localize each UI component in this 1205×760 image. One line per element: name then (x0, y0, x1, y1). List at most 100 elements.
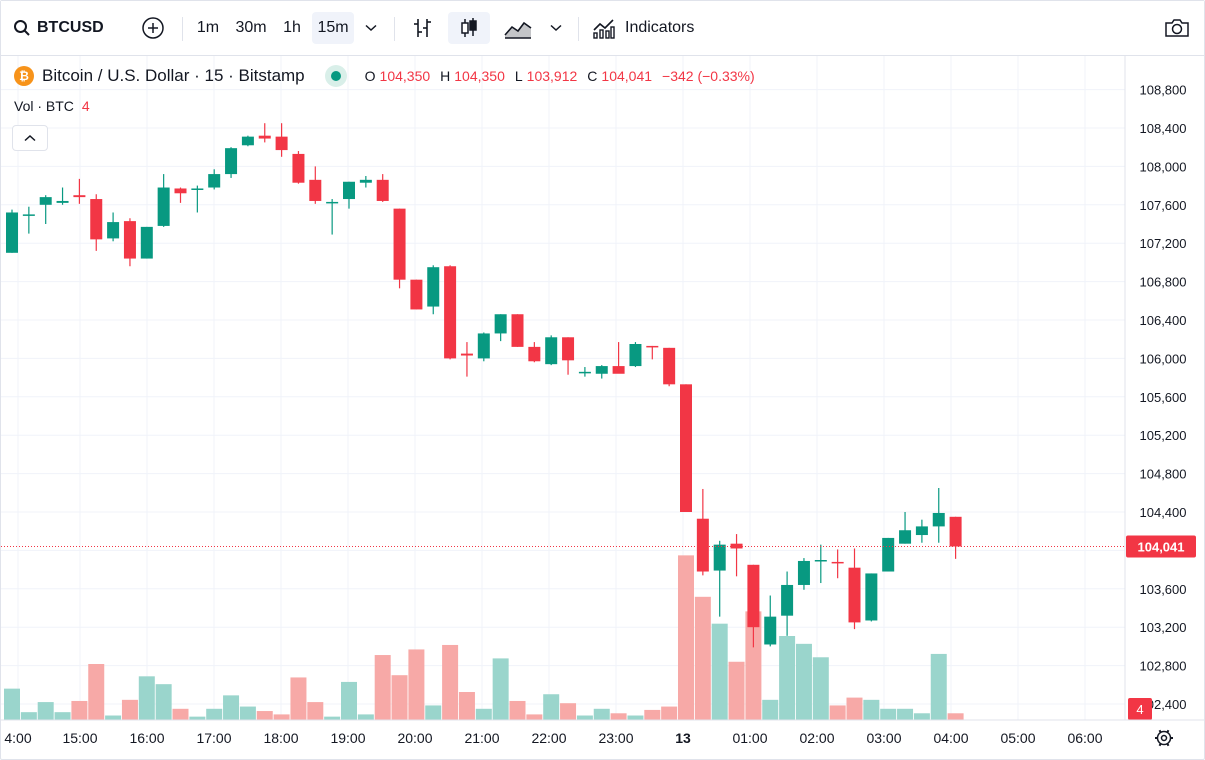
candle (292, 151, 305, 184)
indicators-button[interactable]: Indicators (591, 12, 713, 44)
volume-bar (812, 657, 829, 720)
volume-bar (290, 677, 307, 720)
volume-bar (223, 695, 240, 720)
candle (747, 564, 760, 648)
area-chart-style-button[interactable] (498, 12, 538, 44)
candle-body (899, 530, 912, 544)
toolbar-separator (394, 17, 395, 41)
volume-bar (829, 705, 846, 720)
time-tick-label: 23:00 (598, 730, 633, 746)
snapshot-button[interactable] (1159, 12, 1195, 44)
candle-body (309, 179, 322, 201)
interval-30m-button[interactable]: 30m (230, 12, 272, 44)
volume-bar (20, 712, 37, 720)
interval-30m-label: 30m (235, 19, 267, 36)
candle-body (814, 560, 827, 562)
candle-body (932, 512, 945, 527)
candles-chart-style-button[interactable] (448, 12, 490, 44)
bar-chart-style-button[interactable] (406, 12, 440, 44)
interval-1m-button[interactable]: 1m (191, 12, 225, 44)
volume-bar (408, 649, 425, 720)
candle (932, 488, 945, 543)
candle (730, 534, 743, 577)
volume-bar (239, 706, 256, 720)
candle-body (511, 314, 524, 347)
time-tick-label: 18:00 (263, 730, 298, 746)
volume-bar (880, 708, 897, 720)
compare-symbol-button[interactable] (137, 12, 169, 44)
volume-bar (155, 684, 172, 720)
candle (241, 135, 254, 147)
volume-bar (526, 714, 543, 720)
chart-style-dropdown-button[interactable] (544, 12, 568, 44)
candle (359, 176, 372, 188)
last-price-label: 104,041 (1138, 539, 1185, 554)
candle-body (949, 516, 962, 547)
time-tick-label: 20:00 (397, 730, 432, 746)
price-tick-label: 103,200 (1140, 620, 1187, 635)
candle (140, 226, 153, 259)
candle (663, 347, 676, 387)
candle-body (90, 199, 103, 240)
volume-bar (374, 655, 391, 720)
interval-1m-label: 1m (196, 19, 220, 36)
last-volume-badge (1128, 698, 1152, 720)
toolbar-separator (182, 17, 183, 41)
close-value: 104,041 (601, 68, 653, 84)
candle (123, 218, 136, 267)
bar-chart-icon (414, 19, 431, 37)
price-tick-label: 108,800 (1140, 83, 1187, 98)
gear-tooth (1158, 729, 1162, 733)
candle (595, 365, 608, 379)
toolbar-separator (578, 17, 579, 41)
volume-bar (846, 697, 863, 720)
candle-body (292, 153, 305, 183)
time-tick-label: 15:00 (62, 730, 97, 746)
candle-body (578, 371, 591, 374)
candle-body (646, 345, 659, 348)
candle-body (225, 148, 238, 175)
chevron-up-icon (24, 134, 36, 142)
settings-gear-icon[interactable] (1155, 729, 1173, 747)
volume-bar (54, 712, 71, 720)
candle (56, 187, 69, 205)
volume-bar (206, 708, 223, 720)
time-axis: 4:00 15:00 16:00 17:00 18:00 19:00 20:00 21:00 2… (4, 730, 1102, 746)
candle-body (865, 573, 878, 621)
indicators-icon (593, 19, 615, 39)
time-tick-label: 02:00 (799, 730, 834, 746)
candle (39, 195, 52, 224)
candle (612, 342, 625, 374)
candle-body (764, 616, 777, 645)
volume-bar (273, 714, 290, 720)
symbol-search-button[interactable]: BTCUSD (13, 12, 104, 44)
candle (174, 187, 187, 203)
candle (528, 342, 541, 363)
volume-bar (492, 658, 509, 720)
candle-body (713, 544, 726, 571)
price-tick-label: 102,800 (1140, 659, 1187, 674)
volume-bar (138, 676, 155, 720)
volume-bar (897, 708, 914, 720)
candle-body (208, 174, 221, 188)
legend-title[interactable]: Bitcoin / U.S. Dollar · 15 · Bitstamp (42, 66, 305, 85)
volume-bar (779, 636, 796, 720)
collapse-legend-button[interactable] (12, 125, 48, 151)
market-status-icon[interactable] (324, 65, 347, 87)
gear-center (1160, 734, 1168, 742)
candle (831, 549, 844, 579)
area-chart-icon (504, 21, 532, 39)
close-key: C (587, 68, 598, 84)
volume-bar (4, 688, 20, 720)
candle (157, 174, 170, 227)
volume-label: Vol · BTC (14, 98, 74, 114)
volume-legend[interactable]: Vol · BTC 4 (14, 98, 90, 114)
candle (477, 332, 490, 362)
volume-bar (307, 702, 324, 720)
volume-bar (610, 713, 627, 720)
candle (494, 314, 507, 342)
interval-1h-button[interactable]: 1h (277, 12, 307, 44)
intervals-dropdown-button[interactable] (359, 12, 383, 44)
interval-15m-button[interactable]: 15m (312, 12, 354, 44)
